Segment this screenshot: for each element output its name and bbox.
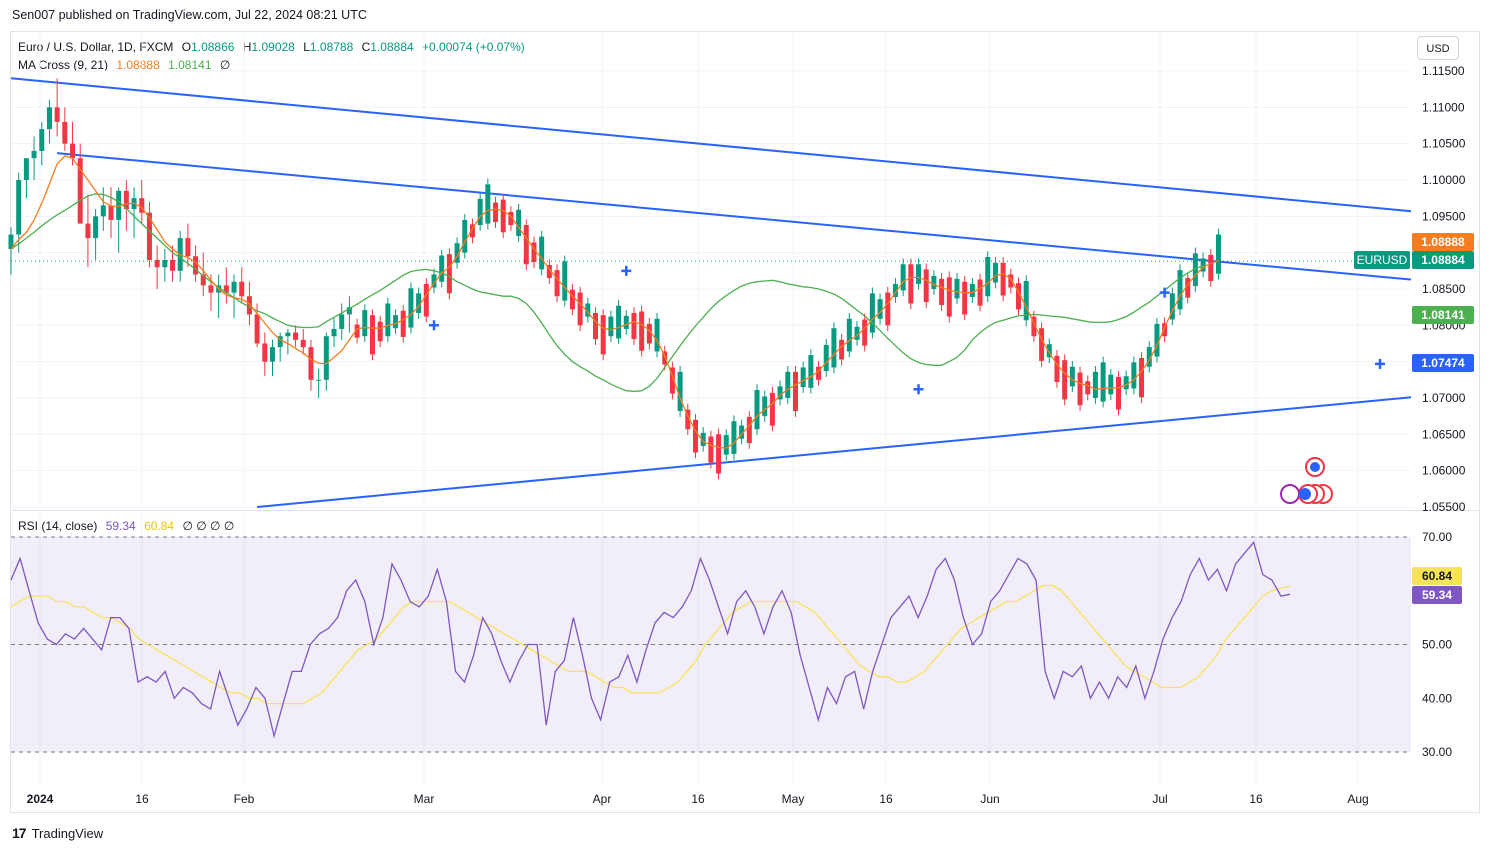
ma-title: MA Cross (9, 21) xyxy=(18,58,109,72)
ohlc-high: H1.09028 xyxy=(242,40,295,54)
ohlc-open: O1.08866 xyxy=(181,40,235,54)
ohlc-change: +0.00074 (+0.07%) xyxy=(422,40,525,54)
rsi-legend[interactable]: RSI (14, close) 59.34 60.84 ∅ ∅ ∅ ∅ xyxy=(18,519,239,533)
rsi-ma-value: 60.84 xyxy=(144,519,175,533)
ohlc-close: C1.08884 xyxy=(361,40,414,54)
rsi-title: RSI (14, close) xyxy=(18,519,98,533)
chart-frame xyxy=(10,31,1480,813)
ohlc-low: L1.08788 xyxy=(303,40,354,54)
currency-button[interactable]: USD xyxy=(1417,36,1459,60)
footer: 17 TradingView xyxy=(12,825,103,841)
pane-separator[interactable] xyxy=(10,510,1480,511)
symbol-title[interactable]: Euro / U.S. Dollar, 1D, FXCM xyxy=(18,40,174,54)
ma-slow-value: 1.08141 xyxy=(168,58,212,72)
ma-fast-value: 1.08888 xyxy=(116,58,160,72)
main-legend: Euro / U.S. Dollar, 1D, FXCM O1.08866 H1… xyxy=(18,40,530,54)
tradingview-logo-icon[interactable]: 17 xyxy=(12,825,27,841)
brand-name: TradingView xyxy=(31,825,104,841)
ma-legend[interactable]: MA Cross (9, 21) 1.08888 1.08141 ∅ xyxy=(18,58,235,72)
ma-empty-value: ∅ xyxy=(219,58,231,72)
publisher-line: Sen007 published on TradingView.com, Jul… xyxy=(12,8,367,22)
rsi-empty-values: ∅ ∅ ∅ ∅ xyxy=(182,519,235,533)
rsi-value: 59.34 xyxy=(105,519,136,533)
